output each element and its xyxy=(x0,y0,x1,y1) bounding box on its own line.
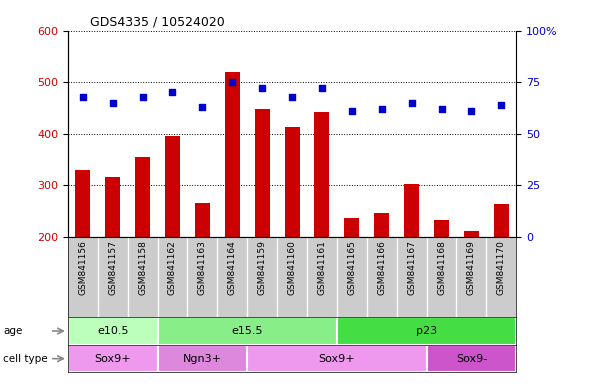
Text: Sox9-: Sox9- xyxy=(456,354,487,364)
Bar xyxy=(404,184,419,237)
Text: GDS4335 / 10524020: GDS4335 / 10524020 xyxy=(90,15,225,28)
Bar xyxy=(105,177,120,237)
Bar xyxy=(195,203,210,237)
Bar xyxy=(337,317,516,345)
Text: GSM841159: GSM841159 xyxy=(258,240,267,295)
Bar xyxy=(158,345,247,372)
Text: GSM841157: GSM841157 xyxy=(108,240,117,295)
Point xyxy=(347,108,356,114)
Text: GSM841162: GSM841162 xyxy=(168,240,177,295)
Bar xyxy=(135,157,150,237)
Point xyxy=(497,102,506,108)
Bar xyxy=(255,109,270,237)
Point xyxy=(228,79,237,85)
Bar xyxy=(464,232,479,237)
Point xyxy=(407,100,417,106)
Text: GSM841164: GSM841164 xyxy=(228,240,237,295)
Bar xyxy=(225,72,240,237)
Bar xyxy=(76,170,90,237)
Text: e15.5: e15.5 xyxy=(231,326,263,336)
Text: age: age xyxy=(3,326,22,336)
Point xyxy=(377,106,386,112)
Text: GSM841170: GSM841170 xyxy=(497,240,506,295)
Bar xyxy=(165,136,180,237)
Text: cell type: cell type xyxy=(3,354,48,364)
Bar xyxy=(374,214,389,237)
Bar xyxy=(284,127,300,237)
Point xyxy=(317,85,327,91)
Text: e10.5: e10.5 xyxy=(97,326,129,336)
Bar xyxy=(427,345,516,372)
Bar xyxy=(68,345,158,372)
Text: GSM841163: GSM841163 xyxy=(198,240,207,295)
Text: Sox9+: Sox9+ xyxy=(319,354,355,364)
Text: Sox9+: Sox9+ xyxy=(94,354,131,364)
Bar xyxy=(345,217,359,237)
Text: GSM841158: GSM841158 xyxy=(138,240,147,295)
Bar xyxy=(68,317,158,345)
Point xyxy=(257,85,267,91)
Text: p23: p23 xyxy=(416,326,437,336)
Point xyxy=(198,104,207,110)
Text: GSM841167: GSM841167 xyxy=(407,240,416,295)
Text: GSM841169: GSM841169 xyxy=(467,240,476,295)
Bar xyxy=(158,317,337,345)
Text: GSM841168: GSM841168 xyxy=(437,240,446,295)
Point xyxy=(168,89,177,96)
Text: Ngn3+: Ngn3+ xyxy=(183,354,222,364)
Text: GSM841160: GSM841160 xyxy=(287,240,297,295)
Bar xyxy=(494,204,509,237)
Point xyxy=(287,94,297,100)
Text: GSM841165: GSM841165 xyxy=(348,240,356,295)
Bar xyxy=(434,220,449,237)
Bar xyxy=(314,112,329,237)
Point xyxy=(78,94,87,100)
Point xyxy=(108,100,117,106)
Point xyxy=(437,106,446,112)
Text: GSM841161: GSM841161 xyxy=(317,240,326,295)
Text: GSM841156: GSM841156 xyxy=(78,240,87,295)
Point xyxy=(467,108,476,114)
Point xyxy=(138,94,148,100)
Bar xyxy=(247,345,427,372)
Text: GSM841166: GSM841166 xyxy=(377,240,386,295)
